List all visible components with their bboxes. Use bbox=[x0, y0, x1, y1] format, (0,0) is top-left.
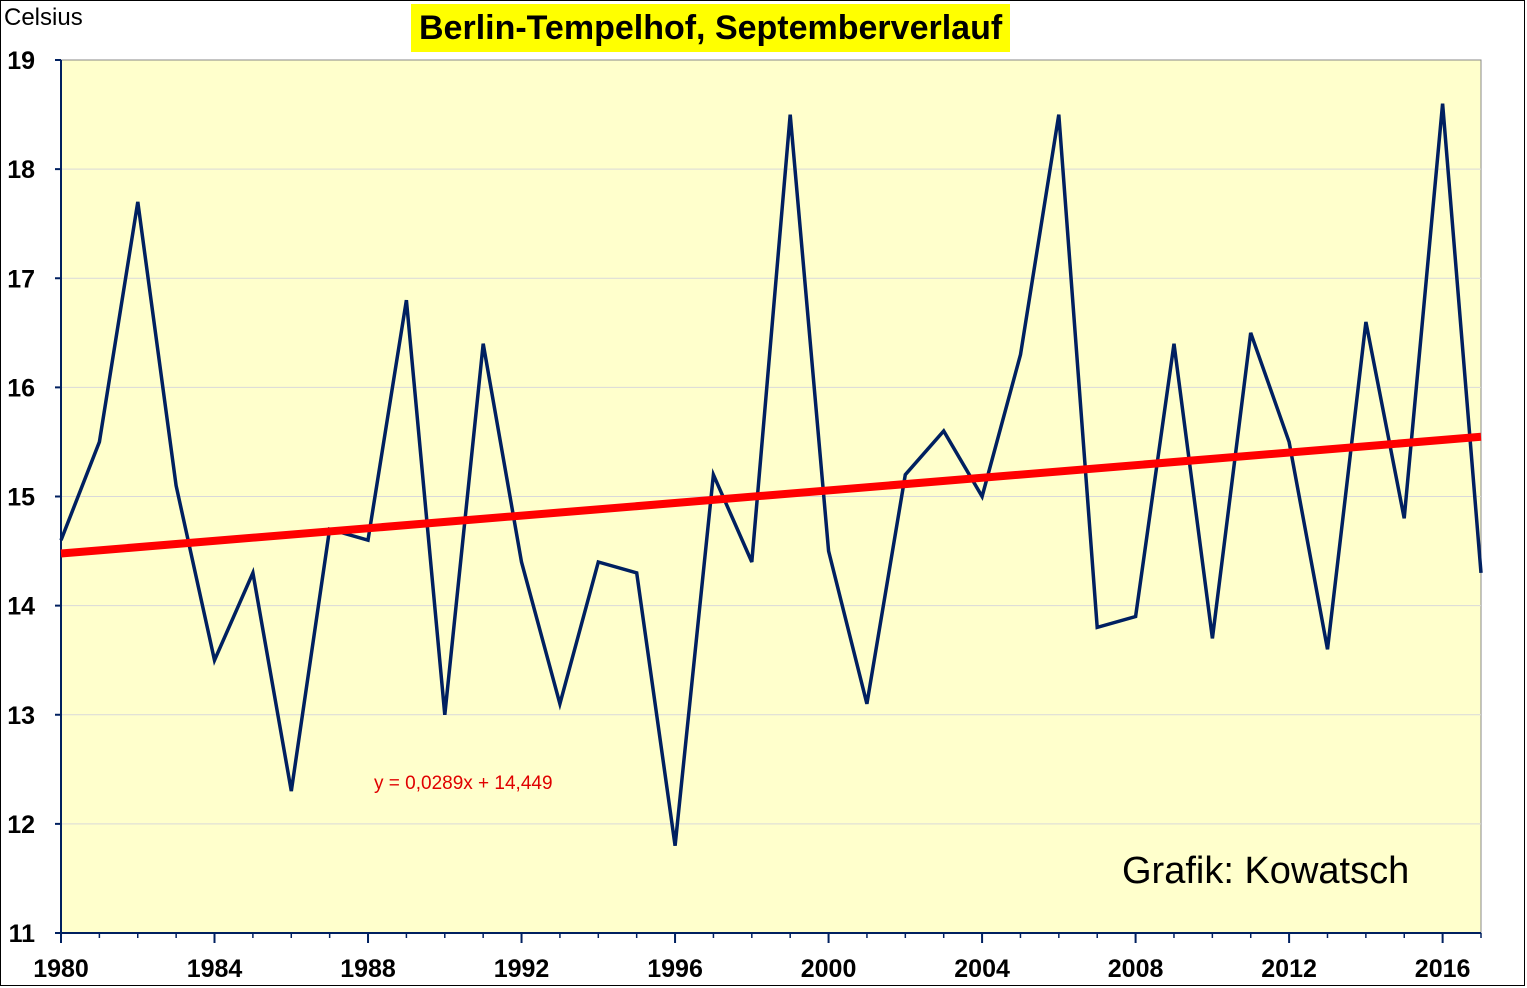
trend-equation: y = 0,0289x + 14,449 bbox=[374, 773, 553, 794]
y-tick-label: 19 bbox=[7, 47, 35, 75]
series-layer bbox=[59, 103, 1483, 846]
y-tick-label: 12 bbox=[7, 811, 35, 839]
y-tick-label: 18 bbox=[7, 156, 35, 184]
x-tick-label: 2012 bbox=[1261, 955, 1317, 983]
trend-line bbox=[60, 432, 1482, 558]
temperature-line bbox=[59, 103, 1483, 846]
tick-labels: 11 12 13 14 15 16 17 18 19 1980 1984 1988 1992 1996 20… bbox=[7, 47, 1470, 983]
y-axis-label: Celsius bbox=[4, 4, 83, 31]
credit-text: Grafik: Kowatsch bbox=[1122, 850, 1410, 892]
trend-layer bbox=[60, 432, 1482, 558]
y-tick-label: 16 bbox=[7, 374, 35, 402]
y-tick-label: 15 bbox=[7, 484, 35, 512]
x-tick-label: 1988 bbox=[340, 955, 396, 983]
chart-title: Berlin-Tempelhof, Septemberverlauf bbox=[411, 4, 1011, 52]
y-tick-label: 11 bbox=[9, 920, 36, 948]
y-tick-label: 17 bbox=[7, 265, 35, 293]
axes bbox=[55, 59, 1482, 943]
x-tick-label: 1992 bbox=[494, 955, 550, 983]
x-tick-label: 2008 bbox=[1108, 955, 1164, 983]
x-tick-label: 1984 bbox=[187, 955, 243, 983]
x-tick-label: 1996 bbox=[647, 955, 703, 983]
y-tick-label: 13 bbox=[7, 702, 35, 730]
x-tick-label: 2000 bbox=[801, 955, 857, 983]
x-tick-label: 2004 bbox=[954, 955, 1010, 983]
y-tick-label: 14 bbox=[7, 593, 35, 621]
x-tick-label: 1980 bbox=[33, 955, 89, 983]
x-tick-label: 2016 bbox=[1415, 955, 1471, 983]
